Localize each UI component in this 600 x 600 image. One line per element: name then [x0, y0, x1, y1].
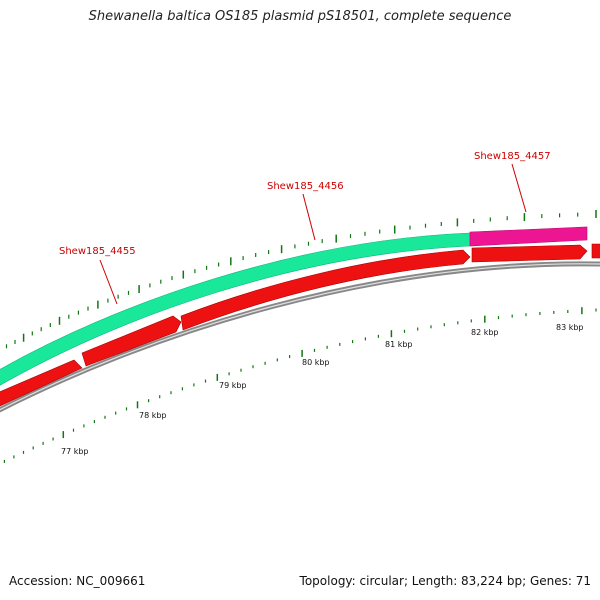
inner-minor-ticks	[3, 307, 597, 463]
leader-line-shew185-4457	[511, 163, 527, 213]
accession-text: Accession: NC_009661	[9, 574, 146, 588]
feature-rna-pink	[469, 226, 588, 247]
leader-line-shew185-4455	[99, 259, 118, 305]
kbp-label-78: 78 kbp	[139, 411, 167, 420]
kbp-label-80: 80 kbp	[302, 358, 330, 367]
gene-label-shew185-4457: Shew185_4457	[474, 151, 551, 162]
gene-arrow	[0, 359, 83, 407]
gene-arrow	[591, 243, 600, 259]
gene-arrow	[471, 244, 588, 263]
gene-arrow	[81, 315, 182, 367]
outer-minor-ticks	[5, 210, 597, 349]
gene-label-shew185-4455: Shew185_4455	[59, 246, 136, 257]
kbp-label-77: 77 kbp	[61, 447, 89, 456]
kbp-label-81: 81 kbp	[385, 340, 413, 349]
map-title: Shewanella baltica OS185 plasmid pS18501…	[88, 9, 512, 24]
kbp-label-79: 79 kbp	[219, 381, 247, 390]
gene-label-shew185-4456: Shew185_4456	[267, 181, 344, 192]
topology-length-genes-text: Topology: circular; Length: 83,224 bp; G…	[299, 574, 591, 588]
backbone-highlight	[0, 263, 600, 411]
leader-line-shew185-4456	[302, 193, 316, 241]
gene-arrow-track	[0, 243, 600, 407]
kbp-label-83: 83 kbp	[556, 323, 584, 332]
kbp-label-82: 82 kbp	[471, 328, 499, 337]
gene-arrow	[180, 249, 471, 331]
